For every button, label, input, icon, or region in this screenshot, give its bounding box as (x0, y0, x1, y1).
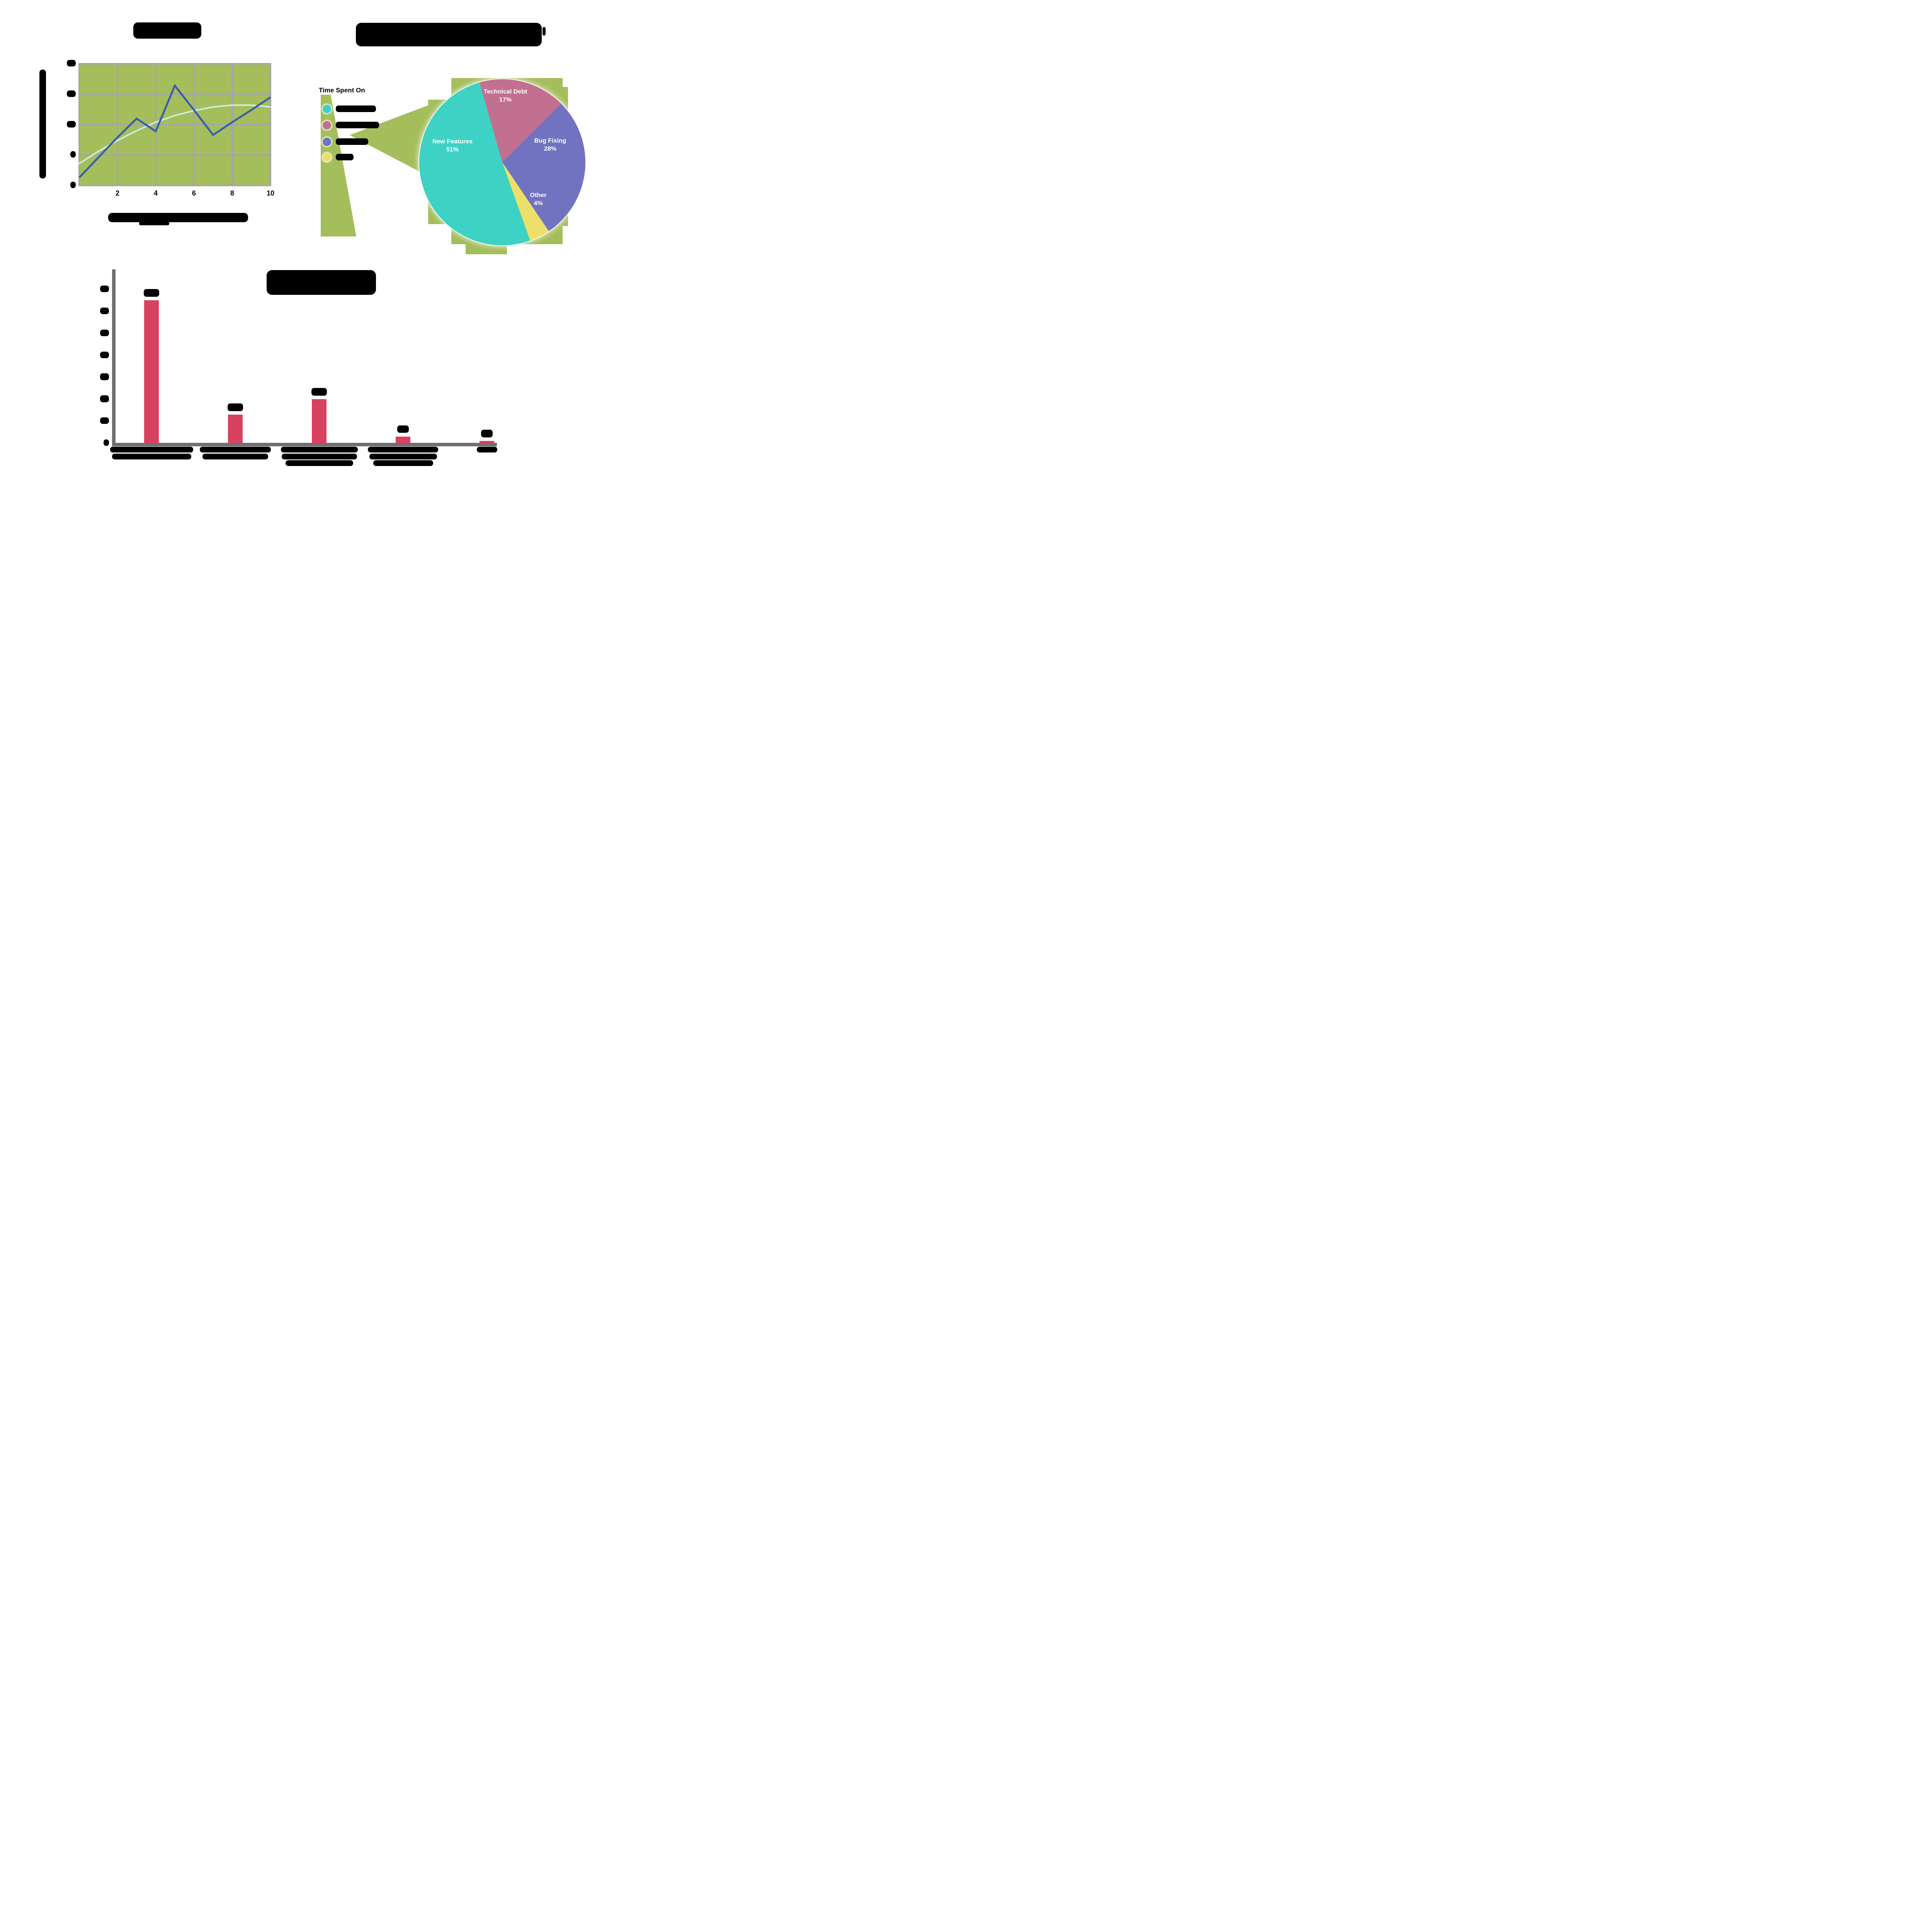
bar-y-tick-label: 10 (100, 417, 109, 424)
line-x-tick-2: 2 (115, 189, 119, 197)
legend-swatch-icon (323, 121, 331, 129)
line-y-tick-0: 0 (58, 182, 76, 189)
bar-category-4-line-2 (369, 453, 437, 459)
bar-2 (228, 415, 243, 443)
data-line (78, 83, 271, 179)
line-x-tick-8: 8 (230, 189, 234, 197)
pie-label-other-pct: 4% (534, 200, 543, 207)
line-y-tick-label: 15 (67, 90, 76, 97)
bar-y-tick-label: 0 (103, 439, 109, 446)
bar-value-redacted: 3% (397, 425, 409, 433)
pie-label-td-pct: 17% (499, 96, 512, 103)
bar-value-label-3: 20% (307, 388, 332, 396)
legend-title: Time Spent On (319, 87, 365, 94)
bar-3 (312, 399, 327, 443)
bar-category-3-line-3 (285, 460, 353, 466)
pie-label-new-features: New Features 51% (417, 138, 488, 154)
bar-value-label-4: 3% (391, 425, 415, 433)
bar-4 (396, 436, 410, 443)
pie-label-nf-pct: 51% (446, 146, 459, 153)
bar-y-tick-60: 60 (91, 307, 109, 315)
line-y-tick-20: 20 (58, 60, 76, 67)
line-x-tick-4: 4 (153, 189, 158, 197)
legend-item-bug-fixing: Bug Fixing (323, 138, 400, 147)
bar-5 (480, 441, 494, 443)
bar-value-label-5: 1% (474, 430, 499, 437)
legend-swatch-icon (323, 105, 331, 113)
bar-value-label-2: 13% (223, 403, 248, 411)
bar-y-tick-30: 30 (91, 373, 109, 380)
pie-chart-title-redacted (356, 23, 542, 46)
legend-swatch-icon (323, 138, 331, 146)
pie-label-td-name: Technical Debt (483, 88, 527, 95)
bar-y-tick-label: 30 (100, 373, 109, 380)
bar-y-tick-10: 10 (91, 417, 109, 424)
pie-label-bf-pct: 28% (544, 145, 557, 152)
pie (419, 79, 585, 245)
bar-y-tick-label: 20 (100, 395, 109, 402)
infographic-canvas: 20 15 10 5 0 2 4 6 8 10 Time Spent On New Featur… (0, 0, 602, 509)
line-y-tick-label: 10 (67, 121, 76, 128)
bar-category-3-line-1 (281, 447, 358, 452)
bar-y-tick-label: 70 (100, 286, 109, 293)
legend-item-new-features: New Features (323, 105, 400, 114)
bar-1 (144, 300, 159, 443)
line-x-tick-10: 10 (266, 189, 275, 197)
line-y-tick-15: 15 (58, 90, 76, 97)
pie-label-other: Other 4% (519, 192, 558, 208)
bar-y-axis-line (112, 269, 116, 446)
bar-y-tick-50: 50 (91, 329, 109, 337)
legend-green-strip (321, 95, 356, 236)
line-y-tick-5: 5 (58, 151, 76, 158)
bar-value-label-1: 65% (139, 289, 164, 297)
line-y-tick-label: 20 (67, 60, 76, 67)
pie-label-nf-name: New Features (432, 138, 473, 145)
bar-category-5-line-1 (476, 447, 497, 452)
bar-category-2-line-2 (202, 453, 268, 459)
bar-value-redacted: 1% (481, 430, 493, 437)
bar-category-2-line-1 (200, 447, 271, 452)
line-plot-area (78, 63, 271, 186)
bar-y-tick-label: 60 (100, 307, 109, 315)
bar-value-redacted: 65% (143, 289, 160, 297)
line-y-tick-10: 10 (58, 121, 76, 128)
pie-label-bf-name: Bug Fixing (534, 138, 566, 144)
pie-label-bug-fixing: Bug Fixing 28% (519, 137, 581, 153)
legend-label-redacted: Other (336, 154, 354, 161)
pie-label-other-name: Other (530, 192, 547, 199)
bar-category-1-line-1 (110, 447, 193, 452)
bar-value-redacted: 20% (311, 388, 327, 396)
pie-chart-title-curl (543, 27, 546, 36)
legend-item-technical-debt: Technical Debt (323, 121, 400, 130)
line-y-tick-label: 5 (70, 151, 76, 158)
bar-value-redacted: 13% (227, 403, 243, 411)
legend-label-redacted: Technical Debt (336, 122, 379, 129)
bar-category-4-line-3 (373, 460, 433, 466)
bar-y-tick-40: 40 (91, 351, 109, 359)
bar-chart-title-redacted (267, 270, 376, 295)
bar-y-tick-20: 20 (91, 395, 109, 402)
bar-y-tick-70: 70 (91, 286, 109, 293)
legend-item-other: Other (323, 153, 400, 162)
bar-category-3-line-2 (281, 453, 357, 459)
bar-category-1-line-2 (112, 453, 191, 459)
bar-y-tick-label: 50 (100, 329, 109, 336)
line-y-tick-label: 0 (70, 182, 76, 189)
plot-border (78, 63, 271, 186)
bar-y-tick-0: 0 (91, 439, 109, 446)
pie-green-panel-bottom-tab (466, 244, 507, 254)
bar-category-4-line-1 (368, 447, 438, 452)
line-chart-title-redacted (133, 22, 201, 39)
bar-x-axis-line (112, 443, 497, 446)
line-x-tick-6: 6 (192, 189, 196, 197)
legend-label-redacted: Bug Fixing (336, 138, 368, 145)
line-chart-y-axis-title-redacted (39, 70, 46, 179)
legend-swatch-icon (323, 153, 331, 162)
line-chart-x-axis-title-descender (139, 221, 169, 225)
bar-y-tick-label: 40 (100, 351, 109, 358)
pie-label-technical-debt: Technical Debt 17% (471, 88, 540, 104)
line-chart-x-axis-title-redacted (108, 213, 248, 222)
legend-label-redacted: New Features (336, 105, 376, 112)
